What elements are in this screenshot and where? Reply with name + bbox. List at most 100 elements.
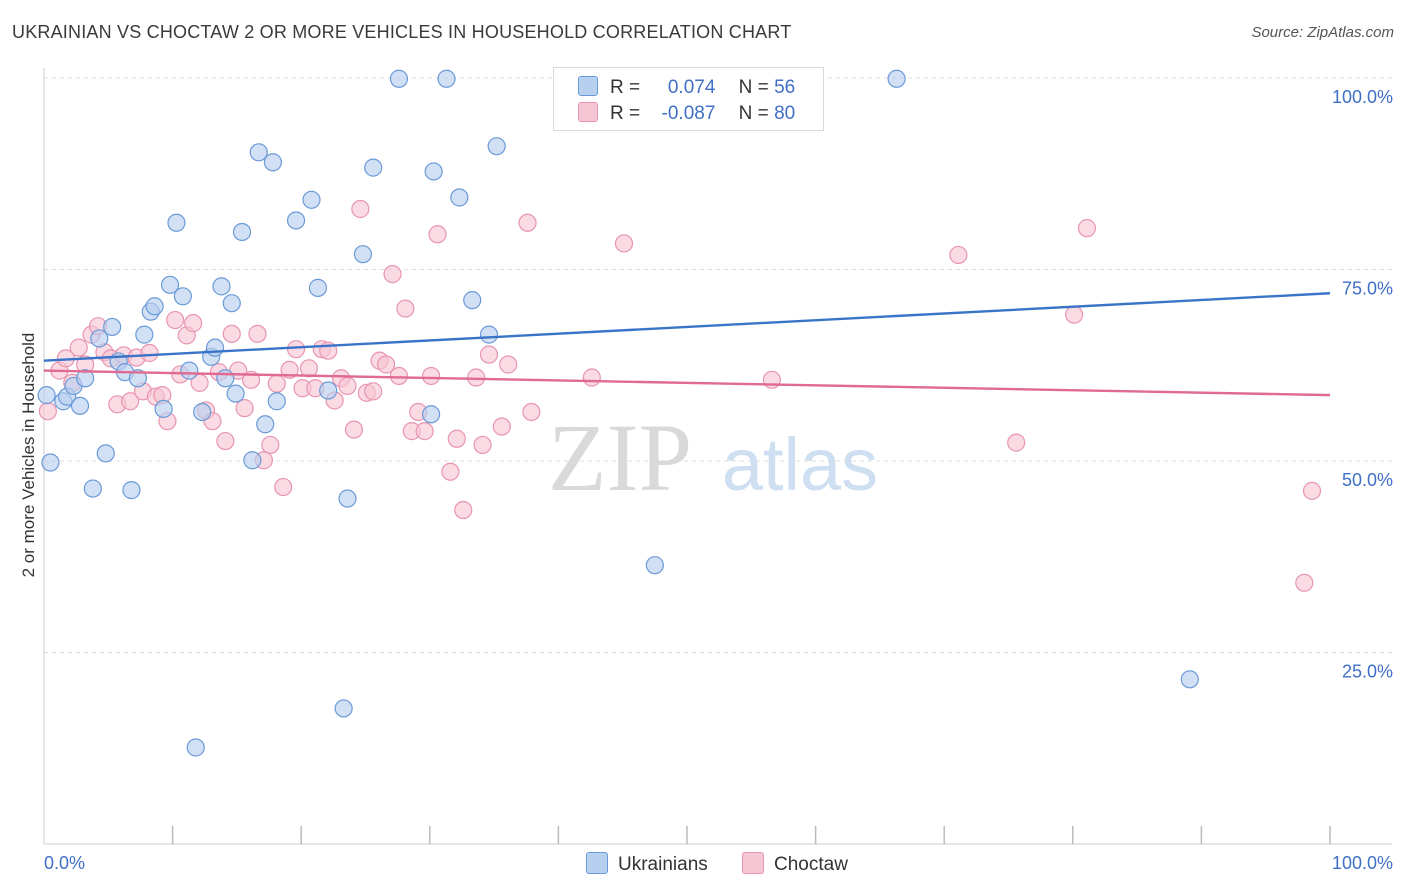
ukrainians-point [212,277,231,296]
ukrainians-point [256,415,275,434]
ukrainians-point [135,325,154,344]
choctaw-point [441,462,460,481]
ukrainians-point [437,69,456,88]
choctaw-point [364,382,383,401]
y-tick-label: 100.0% [1332,87,1393,107]
chart-title: UKRAINIAN VS CHOCTAW 2 OR MORE VEHICLES … [12,22,792,42]
bottom-legend-swatch-choctaw [742,852,764,874]
bottom-legend-choctaw: Choctaw [742,852,848,876]
bottom-legend-label-choctaw: Choctaw [774,854,848,875]
choctaw-point [344,420,364,439]
ukrainians-point [41,453,60,472]
choctaw-point [421,366,441,386]
choctaw-point [299,359,319,378]
ukrainians-point [424,162,443,181]
ukrainians-point [286,211,306,230]
watermark-zip: ZIP [548,404,692,511]
choctaw-point [286,340,306,359]
ukrainians-point [645,556,664,575]
legend-swatch-ukrainians [578,76,598,96]
ukrainians-point [267,392,286,411]
choctaw-point [69,338,88,357]
x-tick-label: 100.0% [1332,853,1393,873]
trend-lines [43,292,1331,397]
ukrainians-point [83,479,102,498]
legend-swatch-choctaw [578,102,598,122]
ukrainians-point [193,402,212,422]
choctaw-point [447,429,466,448]
watermark-atlas: atlas [722,423,878,506]
ukrainians-point [232,222,252,242]
ukrainians-point [334,699,353,718]
ukrainians-point [173,287,192,306]
choctaw-point [518,213,537,232]
choctaw-point [1007,433,1026,452]
choctaw-point [261,435,280,455]
choctaw-point [1302,481,1322,500]
legend-n-value-ukrainians: 56 [774,77,796,98]
ukrainians-point [487,137,506,156]
ukrainians-point [154,399,173,419]
choctaw-point [582,368,601,387]
bottom-legend-ukrainians: Ukrainians [586,852,708,876]
ukrainians-point [96,444,115,463]
gridlines [44,77,1392,653]
choctaw-point [499,355,518,374]
ukrainians-point [205,338,225,357]
choctaw-point [473,435,492,455]
choctaw-trend-line [43,369,1331,397]
legend-row-choctaw: R = -0.087 N = 80 [578,102,795,126]
x-tick-label: 0.0% [44,853,85,873]
ukrainians-point [421,405,441,424]
y-tick-label: 25.0% [1342,662,1393,682]
legend-r-label: R = [610,103,641,124]
choctaw-point [454,500,473,520]
choctaw-point [466,368,486,387]
ukrainians-point [70,396,90,415]
ukrainians-point [263,153,283,172]
ukrainians-point [160,275,180,294]
tick-labels: 25.0% 50.0% 75.0% 100.0% 0.0% 100.0% [44,87,1393,873]
choctaw-point [376,355,396,374]
ukrainians-point [180,361,199,380]
choctaw-point [614,234,634,253]
y-tick-label: 75.0% [1342,279,1393,299]
ukrainians-point [222,294,241,313]
ukrainians-point [389,69,409,88]
correlation-legend: R = 0.074 N = 56 R = -0.087 N = 80 [553,67,824,131]
ukrainians-point [145,297,164,316]
ukrainians-point [463,291,482,310]
ukrainians-point [364,158,383,177]
legend-row-ukrainians: R = 0.074 N = 56 [578,76,795,100]
legend-r-value-choctaw: -0.087 [661,103,716,124]
choctaw-point [396,299,415,318]
choctaw-point [38,402,57,421]
choctaw-point [338,376,357,396]
choctaw-point [383,264,402,284]
ukrainians-point [353,245,373,264]
source-label: Source: ZipAtlas.com [1251,24,1394,41]
choctaw-point [522,402,541,422]
ukrainians-trend-line [43,292,1331,362]
legend-n-label: N = [738,77,769,98]
choctaw-point [415,422,434,441]
ukrainians-point [186,738,205,757]
ukrainians-point [887,69,906,88]
ukrainians-point [479,325,499,344]
ukrainians-point [1180,670,1199,689]
ukrainians-point [128,369,147,388]
legend-n-value-choctaw: 80 [774,103,796,124]
choctaw-point [166,310,185,330]
choctaw-point [1077,219,1097,238]
ukrainians-point [90,329,109,348]
y-tick-label: 50.0% [1342,470,1393,490]
ukrainians-point [308,278,328,297]
choctaw-point [479,345,499,364]
choctaw-point [222,324,241,343]
ukrainians-point [37,386,56,405]
choctaw-point [248,324,267,343]
ukrainians-points [37,69,1199,757]
ukrainians-point [302,190,321,209]
ukrainians-point [243,451,262,470]
